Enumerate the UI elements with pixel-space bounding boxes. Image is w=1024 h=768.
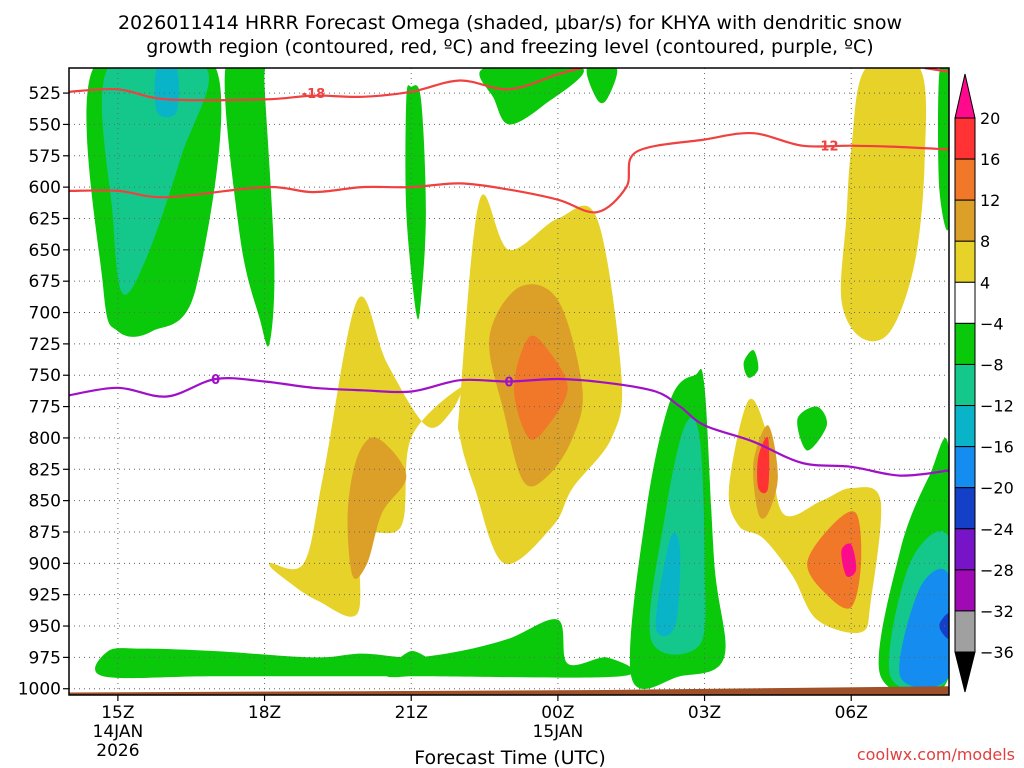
x-tick-label-18Z: 18Z	[248, 703, 281, 723]
y-tick-label-775: 775	[29, 398, 61, 418]
colorbar-label-8: −16	[980, 438, 1014, 457]
y-tick-label-900: 900	[29, 554, 61, 574]
contour-label-0: -18	[302, 87, 326, 102]
colorbar-bottom-arrow	[954, 651, 976, 693]
omega-region-7	[840, 68, 927, 342]
colorbar-label-0: 20	[980, 109, 1000, 128]
y-tick-label-650: 650	[29, 241, 61, 261]
y-tick-label-575: 575	[29, 147, 61, 167]
y-tick-label-700: 700	[29, 304, 61, 324]
colorbar-segment-9	[954, 446, 976, 489]
omega-region-10	[347, 437, 407, 579]
omega-region-1	[101, 68, 210, 295]
y-tick-label-975: 975	[29, 648, 61, 668]
credit-link[interactable]: coolwx.com/models	[857, 745, 1015, 764]
omega-region-16	[655, 532, 681, 637]
x-tick-label-15Z: 15Z	[101, 703, 134, 723]
omega-shading	[86, 68, 949, 695]
x-tick-label-06Z: 06Z	[835, 703, 868, 723]
contour-label-1: -12	[815, 140, 839, 155]
gridlines	[69, 68, 949, 695]
colorbar-label-12: −32	[980, 602, 1014, 621]
colorbar-segment-13	[954, 610, 976, 653]
y-tick-label-875: 875	[29, 523, 61, 543]
colorbar-label-10: −24	[980, 520, 1014, 539]
contour-line-0	[69, 68, 583, 102]
omega-region-19	[807, 511, 862, 609]
ground-surface	[69, 686, 949, 695]
omega-region-13	[513, 335, 568, 440]
omega-region-26	[899, 568, 949, 688]
colorbar-label-13: −36	[980, 643, 1014, 662]
y-tick-label-1000: 1000	[18, 680, 61, 700]
omega-region-2	[154, 68, 179, 118]
colorbar-segment-1	[954, 117, 976, 160]
colorbar-label-2: 12	[980, 191, 1000, 210]
x-axis-label: Forecast Time (UTC)	[414, 747, 605, 768]
y-tick-label-725: 725	[29, 335, 61, 355]
omega-region-3	[224, 68, 275, 347]
colorbar-segment-8	[954, 405, 976, 448]
colorbar-label-7: −12	[980, 397, 1014, 416]
colorbar-segment-3	[954, 199, 976, 242]
colorbar-top-arrow	[954, 73, 976, 119]
x-tick-label-03Z: 03Z	[688, 703, 721, 723]
colorbar: 20 16 12 8 4 −4 −8 −12 −16 −20 −24 −28 −32 −36	[954, 73, 1014, 693]
colorbar-segment-2	[954, 158, 976, 201]
y-tick-label-675: 675	[29, 272, 61, 292]
y-tick-label-950: 950	[29, 617, 61, 637]
colorbar-label-6: −8	[980, 355, 1004, 374]
colorbar-label-5: −4	[980, 314, 1004, 333]
plot-frame	[68, 67, 950, 696]
colorbar-segment-5	[954, 281, 976, 324]
plot-area: -18 -12 0 0	[69, 68, 949, 695]
contour-line-3	[69, 377, 949, 477]
chart-title-line-1: 2026011414 HRRR Forecast Omega (shaded, …	[118, 12, 902, 34]
omega-region-28	[95, 619, 635, 679]
y-tick-label-825: 825	[29, 460, 61, 480]
omega-region-5	[479, 68, 584, 125]
colorbar-segment-11	[954, 528, 976, 571]
y-axis: 525 550 575 600 625 650 675 700 725 750 775 800 825 8…	[18, 84, 69, 700]
colorbar-segment-7	[954, 363, 976, 407]
colorbar-segment-6	[954, 322, 976, 365]
colorbar-label-1: 16	[980, 150, 1000, 169]
colorbar-label-11: −28	[980, 561, 1014, 580]
y-tick-label-525: 525	[29, 84, 61, 104]
chart-title-line-2: growth region (contoured, red, ºC) and f…	[146, 36, 873, 58]
omega-region-22	[743, 350, 759, 378]
colorbar-label-9: −20	[980, 479, 1014, 498]
y-tick-label-550: 550	[29, 115, 61, 135]
ground	[69, 686, 949, 695]
omega-region-20	[757, 436, 770, 494]
contours: -18 -12 0 0	[69, 68, 949, 477]
x-tick-date-15Z: 14JAN	[93, 722, 144, 742]
omega-region-4	[405, 85, 426, 320]
y-tick-label-625: 625	[29, 209, 61, 229]
colorbar-segment-4	[954, 240, 976, 283]
y-tick-label-750: 750	[29, 366, 61, 386]
colorbar-label-4: 4	[980, 273, 990, 292]
x-tick-date-00Z: 15JAN	[533, 722, 584, 742]
contour-label-2: 0	[211, 373, 220, 388]
y-tick-label-850: 850	[29, 492, 61, 512]
omega-region-23	[797, 406, 828, 451]
colorbar-label-3: 8	[980, 232, 990, 251]
colorbar-segment-10	[954, 487, 976, 530]
contour-line-1	[69, 131, 949, 214]
omega-region-29	[386, 651, 437, 678]
y-tick-label-800: 800	[29, 429, 61, 449]
omega-region-21	[841, 543, 857, 577]
y-tick-label-600: 600	[29, 178, 61, 198]
x-tick-year-15Z: 2026	[96, 741, 139, 761]
colorbar-segment-12	[954, 569, 976, 612]
y-tick-label-925: 925	[29, 586, 61, 606]
omega-region-6	[586, 68, 618, 104]
x-tick-label-21Z: 21Z	[395, 703, 428, 723]
contour-label-3: 0	[504, 376, 513, 391]
x-tick-label-00Z: 00Z	[541, 703, 574, 723]
